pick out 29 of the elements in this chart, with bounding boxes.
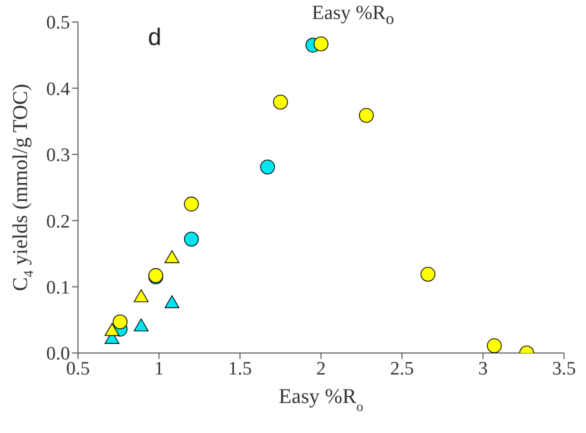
point — [273, 94, 288, 110]
y-tick-label: 0.4 — [46, 78, 70, 100]
y-tick-label: 0.1 — [46, 278, 70, 299]
point — [314, 36, 328, 52]
point — [134, 289, 149, 302]
point — [260, 160, 275, 174]
point — [358, 108, 374, 123]
x-tick-label: 0.5 — [66, 358, 90, 380]
x-axis-title: Easy %R$_{o}$ — [278, 384, 364, 414]
x-tick-label: 2.5 — [390, 358, 414, 380]
point — [164, 250, 180, 264]
x-tick-label: 3 — [478, 358, 488, 380]
point — [420, 266, 436, 282]
point — [184, 196, 199, 212]
x-tick-label: 1.5 — [228, 358, 252, 380]
annotation: d — [148, 24, 162, 52]
y-tick-label: 0.5 — [46, 12, 70, 34]
point — [164, 295, 180, 308]
chart-title: Easy %R$_{o}$ — [312, 2, 394, 28]
y-tick-label: 0.2 — [46, 211, 70, 232]
y-tick-label: 0.3 — [46, 145, 70, 166]
x-tick-label: 2 — [316, 358, 326, 380]
point — [134, 318, 149, 332]
point — [112, 314, 128, 330]
x-tick-label: 3.5 — [552, 358, 576, 380]
point — [486, 338, 502, 353]
point — [104, 323, 120, 336]
point — [184, 232, 199, 247]
x-tick-label: 1 — [154, 358, 164, 380]
